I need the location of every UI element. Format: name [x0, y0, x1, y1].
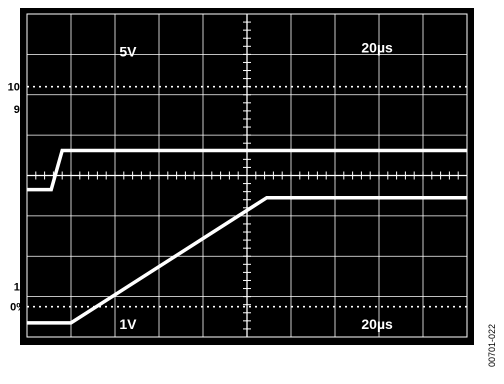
marker-100-label: 100: [8, 82, 26, 94]
marker-10-label: 10: [14, 282, 26, 294]
marker-90-label: 90: [14, 104, 26, 116]
channel-2-trace: [27, 195, 467, 325]
channel-1-time-label: 20µs: [361, 39, 393, 55]
marker-0-label: 0%: [10, 302, 26, 314]
channel-2-time-label: 20µs: [361, 316, 393, 332]
graticule-grid: [26, 13, 468, 338]
channel-1-trace: [27, 148, 467, 192]
figure-id-label: 00701-022: [487, 324, 497, 367]
channel-2-scale-label: 1V: [119, 316, 137, 332]
traces: [27, 148, 467, 325]
channel-1-scale-label: 5V: [119, 43, 137, 59]
